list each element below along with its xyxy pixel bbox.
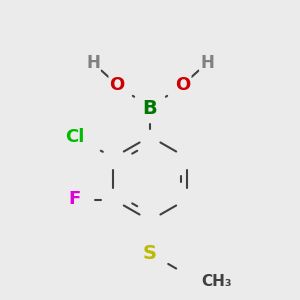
Text: O: O xyxy=(110,76,124,94)
Text: H: H xyxy=(86,54,100,72)
Text: S: S xyxy=(143,244,157,263)
Text: B: B xyxy=(142,98,158,118)
Text: CH₃: CH₃ xyxy=(202,274,232,289)
Text: H: H xyxy=(200,54,214,72)
Text: Cl: Cl xyxy=(65,128,84,146)
Text: O: O xyxy=(176,76,190,94)
Text: F: F xyxy=(68,190,80,208)
